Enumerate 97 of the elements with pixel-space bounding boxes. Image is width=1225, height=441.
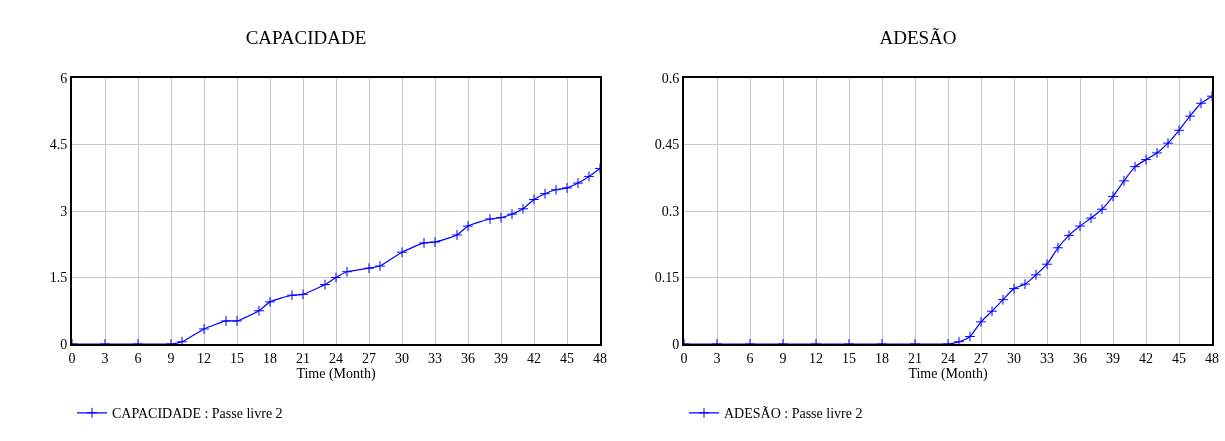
point	[539, 188, 551, 200]
point	[1129, 161, 1141, 173]
x-tick-label: 36	[461, 350, 475, 366]
x-tick-label: 12	[197, 350, 211, 366]
x-tick-label: 45	[1172, 350, 1186, 366]
point	[374, 260, 386, 272]
point	[1074, 220, 1086, 232]
point	[1151, 147, 1163, 159]
point	[1162, 137, 1174, 149]
point	[986, 305, 998, 317]
point	[1019, 278, 1031, 290]
x-tick-label: 33	[428, 350, 442, 366]
point	[330, 272, 342, 283]
legend-label: ADESÃO : Passe livre 2	[724, 406, 863, 422]
x-tick-label: 39	[494, 350, 508, 366]
point	[1184, 110, 1196, 122]
point	[418, 237, 430, 249]
x-tick-label: 36	[1073, 350, 1087, 366]
point	[1096, 203, 1108, 215]
point	[997, 294, 1009, 306]
point	[1107, 190, 1119, 202]
point	[231, 315, 243, 327]
point	[396, 246, 408, 258]
point	[517, 203, 529, 215]
point	[462, 220, 474, 232]
point	[319, 279, 331, 290]
x-tick-label: 9	[779, 350, 787, 366]
x-tick-label: 24	[941, 350, 955, 366]
point	[964, 331, 976, 342]
x-tick-label: 12	[809, 350, 823, 366]
point	[220, 315, 232, 327]
x-tick-label: 9	[167, 350, 175, 366]
point	[1173, 124, 1185, 136]
x-tick-label: 33	[1040, 350, 1054, 366]
x-tick-label: 18	[875, 350, 889, 366]
y-tick-label: 0.3	[661, 203, 680, 219]
y-tick-label: 0	[60, 336, 68, 352]
point	[341, 266, 353, 278]
x-tick-label: 21	[908, 350, 922, 366]
point	[1063, 229, 1075, 241]
point	[429, 236, 441, 248]
point	[1140, 154, 1152, 165]
chart-title: CAPACIDADE	[245, 27, 367, 49]
x-tick-label: 45	[560, 350, 574, 366]
point	[264, 296, 276, 308]
chart-title: ADESÃO	[879, 27, 957, 49]
point	[1008, 283, 1020, 294]
point	[198, 323, 210, 335]
point	[363, 262, 375, 274]
point	[583, 171, 595, 182]
point	[253, 305, 265, 317]
y-tick-label: 6	[60, 70, 68, 86]
point	[495, 212, 507, 224]
point	[297, 288, 309, 300]
y-tick-label: 0.15	[654, 270, 680, 286]
point	[286, 289, 298, 301]
x-tick-label: 6	[134, 350, 142, 366]
x-tick-label: 48	[593, 350, 607, 366]
x-tick-label: 3	[101, 350, 109, 366]
point	[1052, 242, 1064, 254]
x-tick-label: 30	[395, 350, 409, 366]
x-tick-label: 15	[230, 350, 244, 366]
point	[1041, 258, 1053, 270]
point	[975, 316, 987, 328]
point	[561, 182, 573, 194]
x-tick-label: 6	[746, 350, 754, 366]
x-axis-title: Time (Month)	[908, 365, 988, 382]
point	[1195, 97, 1207, 109]
x-tick-label: 3	[713, 350, 721, 366]
point	[451, 229, 463, 241]
y-tick-label: 0	[672, 336, 680, 352]
point	[1085, 212, 1097, 224]
point	[572, 177, 584, 189]
y-tick-label: 3	[60, 203, 68, 219]
y-tick-label: 4.5	[49, 137, 68, 153]
point	[1118, 175, 1130, 187]
y-tick-label: 0.45	[654, 137, 680, 153]
x-tick-label: 27	[362, 350, 376, 366]
x-tick-label: 48	[1205, 350, 1219, 366]
x-tick-label: 27	[974, 350, 988, 366]
x-tick-label: 24	[329, 350, 343, 366]
x-tick-label: 21	[296, 350, 310, 366]
x-tick-label: 42	[527, 350, 541, 366]
point	[484, 213, 496, 225]
y-tick-label: 1.5	[49, 270, 68, 286]
x-tick-label: 15	[842, 350, 856, 366]
x-tick-label: 30	[1007, 350, 1021, 366]
point	[528, 194, 540, 205]
point	[506, 208, 518, 220]
x-tick-label: 39	[1106, 350, 1120, 366]
x-tick-label: 18	[263, 350, 277, 366]
x-tick-label: 42	[1139, 350, 1153, 366]
legend-label: CAPACIDADE : Passe livre 2	[112, 406, 283, 422]
point	[1030, 269, 1042, 281]
y-tick-label: 0.6	[661, 70, 680, 86]
x-axis-title: Time (Month)	[296, 365, 376, 382]
point	[550, 184, 562, 196]
